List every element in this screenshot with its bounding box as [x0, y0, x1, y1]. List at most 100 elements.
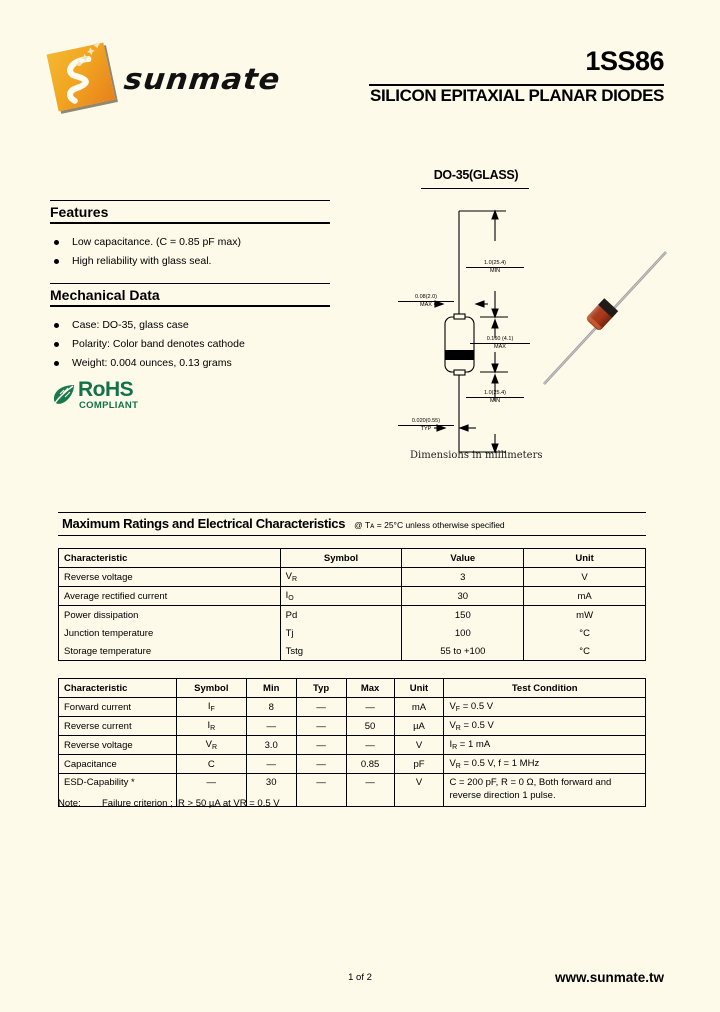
table-row: Reverse current IR — — 50 µA VR = 0.5 V	[58, 716, 646, 736]
cell-value: 150	[401, 605, 525, 624]
features-list: Low capacitance. (C = 0.85 pF max) High …	[50, 233, 330, 271]
cell-characteristic: Power dissipation	[58, 605, 281, 624]
table-row: Power dissipation Pd 150 mW	[58, 605, 646, 624]
table-row: Capacitance C — — 0.85 pF VR = 0.5 V, f …	[58, 754, 646, 774]
cell-symbol: IR	[175, 716, 247, 736]
col-min: Min	[245, 678, 297, 698]
cell-symbol: Tstg	[279, 642, 403, 661]
package-title: DO-35(GLASS)	[433, 168, 519, 182]
diode-photo	[543, 251, 667, 385]
col-test-condition: Test Condition	[443, 678, 646, 698]
cell-test-condition: VR = 0.5 V	[443, 716, 646, 736]
cell-value: 55 to +100	[401, 642, 525, 661]
table-header-row: Characteristic Symbol Value Unit	[58, 548, 646, 568]
cell-unit: µA	[394, 716, 444, 736]
list-item: High reliability with glass seal.	[50, 252, 330, 271]
cell-symbol: —	[175, 773, 247, 807]
cell-unit: °C	[523, 642, 646, 661]
cell-symbol: Tj	[279, 624, 403, 642]
cell-unit: V	[394, 773, 444, 807]
list-item: Low capacitance. (C = 0.85 pF max)	[50, 233, 330, 252]
failure-note: Note: Failure criterion ; IR > 50 µA at V…	[58, 798, 280, 809]
cell-symbol: VR	[175, 735, 247, 755]
rohs-sublabel: COMPLIANT	[79, 400, 139, 411]
col-symbol: Symbol	[175, 678, 247, 698]
cell-unit: mA	[523, 586, 646, 606]
dimension-lead-bottom: 1.0(25.4) MIN	[466, 390, 524, 404]
dimension-lead-diameter: 0.020(0.55) TYP	[398, 418, 454, 432]
package-drawing: DO-35(GLASS)	[390, 168, 680, 478]
cell-unit: °C	[523, 624, 646, 642]
note-label: Note:	[58, 798, 81, 809]
company-logo: sunmate	[46, 42, 350, 118]
cell-unit: V	[394, 735, 444, 755]
logo-s-swish-icon	[67, 56, 92, 104]
cell-test-condition: VF = 0.5 V	[443, 697, 646, 717]
leaf-icon	[53, 385, 74, 404]
table-row: Storage temperature Tstg 55 to +100 °C	[58, 642, 646, 661]
ratings-heading: Maximum Ratings and Electrical Character…	[62, 516, 346, 531]
mechanical-section: Mechanical Data Case: DO-35, glass case …	[50, 283, 330, 373]
col-value: Value	[401, 548, 525, 568]
cell-max: 0.85	[345, 754, 395, 774]
table-row: Junction temperature Tj 100 °C	[58, 624, 646, 642]
package-title-divider	[421, 188, 529, 189]
table-header-row: Characteristic Symbol Min Typ Max Unit T…	[58, 678, 646, 698]
sunmate-logo-icon	[44, 40, 118, 114]
cell-test-condition: VR = 0.5 V, f = 1 MHz	[443, 754, 646, 774]
dimension-lead-top: 1.0(25.4) MIN	[466, 260, 524, 274]
table-row: Forward current IF 8 — — mA VF = 0.5 V	[58, 697, 646, 717]
table-row: ESD-Capability * — 30 — — V C = 200 pF, …	[58, 773, 646, 807]
list-item: Polarity: Color band denotes cathode	[50, 335, 330, 354]
cell-symbol: VR	[279, 567, 403, 587]
cell-min: 3.0	[245, 735, 297, 755]
dimension-body-length: 0.160 (4.1) MAX	[470, 336, 530, 350]
package-outline-diagram	[434, 209, 508, 454]
product-subtitle: SILICON EPITAXIAL PLANAR DIODES	[370, 86, 664, 105]
cell-min: 8	[245, 697, 297, 717]
cell-characteristic: Capacitance	[58, 754, 177, 774]
cell-min: —	[245, 754, 297, 774]
cell-value: 100	[401, 624, 525, 642]
cell-characteristic: Junction temperature	[58, 624, 281, 642]
logo-sparkle-icon	[75, 42, 100, 67]
cell-characteristic: Reverse voltage	[58, 567, 281, 587]
cell-typ: —	[295, 754, 347, 774]
note-text: Failure criterion ; IR > 50 µA at VR = 0…	[102, 798, 280, 809]
cell-symbol: Pd	[279, 605, 403, 624]
cell-unit: mA	[394, 697, 444, 717]
col-unit: Unit	[523, 548, 646, 568]
col-characteristic: Characteristic	[58, 678, 177, 698]
col-characteristic: Characteristic	[58, 548, 281, 568]
cell-typ: —	[295, 773, 347, 807]
cell-characteristic: Storage temperature	[58, 642, 281, 661]
col-unit: Unit	[394, 678, 444, 698]
cell-typ: —	[295, 735, 347, 755]
cell-max: —	[345, 773, 395, 807]
features-section: Features Low capacitance. (C = 0.85 pF m…	[50, 200, 330, 271]
cell-max: —	[345, 697, 395, 717]
title-divider	[369, 84, 664, 86]
cell-value: 30	[401, 586, 525, 606]
cell-symbol: C	[175, 754, 247, 774]
table-row: Average rectified current IO 30 mA	[58, 586, 646, 606]
features-title: Features	[50, 204, 330, 224]
dimension-body-diameter: 0.08(2.0) MAX	[398, 294, 454, 308]
cell-symbol: IO	[279, 586, 403, 606]
website-url[interactable]: www.sunmate.tw	[554, 970, 664, 985]
cell-value: 3	[401, 567, 525, 587]
brand-wordmark: sunmate	[122, 62, 283, 96]
cell-characteristic: ESD-Capability *	[58, 773, 177, 807]
cell-test-condition: IR = 1 mA	[443, 735, 646, 755]
page-number: 1 of 2	[348, 972, 372, 983]
table-row: Reverse voltage VR 3 V	[58, 567, 646, 587]
cell-symbol: IF	[175, 697, 247, 717]
cell-characteristic: Reverse voltage	[58, 735, 177, 755]
rohs-label: RoHS	[78, 378, 134, 401]
list-item: Case: DO-35, glass case	[50, 316, 330, 335]
col-typ: Typ	[295, 678, 347, 698]
cell-max: 50	[345, 716, 395, 736]
rohs-badge: RoHS COMPLIANT	[52, 378, 192, 420]
ratings-condition: @ Tᴀ = 25°C unless otherwise specified	[354, 520, 505, 530]
